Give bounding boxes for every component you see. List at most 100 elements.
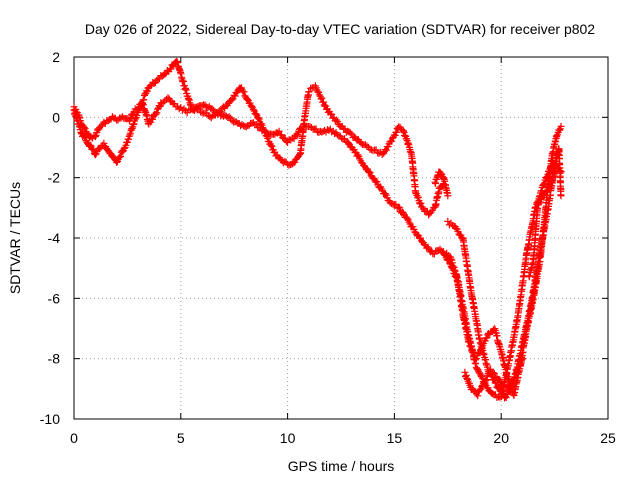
data-point bbox=[373, 178, 381, 186]
data-point bbox=[482, 377, 490, 384]
data-point bbox=[480, 380, 488, 387]
data-point bbox=[254, 114, 262, 122]
data-point bbox=[478, 373, 486, 381]
data-point bbox=[440, 248, 447, 256]
data-point bbox=[291, 158, 299, 166]
data-point bbox=[403, 215, 411, 222]
series-track-e bbox=[431, 168, 452, 200]
data-point bbox=[381, 190, 389, 198]
data-point bbox=[388, 137, 396, 145]
data-point bbox=[87, 142, 95, 150]
data-point bbox=[240, 88, 248, 96]
y-tick-label: -10 bbox=[40, 411, 60, 427]
y-tick-label: -8 bbox=[48, 351, 61, 367]
data-point bbox=[318, 94, 326, 102]
grid-lines bbox=[74, 57, 608, 419]
data-point bbox=[159, 99, 167, 106]
data-point bbox=[243, 95, 251, 103]
data-point bbox=[257, 120, 265, 128]
data-point bbox=[275, 127, 283, 135]
x-tick-label: 10 bbox=[280, 430, 296, 446]
data-point bbox=[557, 122, 565, 130]
data-point bbox=[119, 148, 127, 156]
data-point bbox=[268, 142, 276, 150]
series-track-b bbox=[70, 57, 448, 219]
data-point bbox=[228, 96, 236, 104]
data-point bbox=[393, 128, 400, 136]
data-point bbox=[252, 110, 260, 118]
data-point bbox=[217, 108, 225, 116]
data-point bbox=[153, 109, 161, 117]
data-point bbox=[534, 205, 541, 213]
data-point bbox=[120, 144, 128, 152]
y-axis-label: SDTVAR / TECUs bbox=[7, 182, 23, 294]
data-point bbox=[238, 86, 246, 94]
data-point bbox=[466, 342, 474, 350]
y-tick-label: 2 bbox=[52, 49, 60, 65]
data-point bbox=[80, 133, 88, 141]
series-track-g bbox=[444, 150, 561, 402]
data-point bbox=[143, 87, 151, 95]
data-point bbox=[553, 150, 561, 158]
data-point bbox=[366, 169, 374, 177]
data-point bbox=[365, 168, 373, 176]
data-point bbox=[117, 152, 124, 160]
data-point bbox=[140, 96, 148, 104]
series-track-c bbox=[440, 122, 565, 399]
data-point bbox=[113, 158, 121, 166]
data-point bbox=[208, 105, 216, 113]
chart-title: Day 026 of 2022, Sidereal Day-to-day VTE… bbox=[85, 21, 595, 37]
data-point bbox=[502, 394, 510, 401]
data-point bbox=[105, 148, 113, 156]
data-point bbox=[100, 139, 108, 147]
data-point bbox=[472, 356, 480, 364]
data-point bbox=[507, 383, 514, 391]
data-point bbox=[262, 129, 269, 136]
data-point bbox=[148, 115, 156, 123]
x-axis-label: GPS time / hours bbox=[288, 458, 395, 474]
data-point bbox=[262, 132, 270, 139]
data-point bbox=[535, 200, 543, 208]
data-point bbox=[483, 376, 490, 384]
data-point bbox=[281, 134, 289, 142]
x-tick-label: 25 bbox=[600, 430, 616, 446]
x-tick-label: 20 bbox=[493, 430, 509, 446]
x-tick-label: 5 bbox=[177, 430, 185, 446]
data-point bbox=[332, 116, 340, 124]
y-tick-label: -4 bbox=[48, 230, 61, 246]
data-point bbox=[86, 141, 94, 149]
data-point bbox=[474, 366, 482, 373]
data-point bbox=[556, 126, 564, 134]
data-point bbox=[115, 154, 123, 162]
data-point bbox=[444, 192, 452, 200]
data-point bbox=[306, 123, 314, 130]
data-point bbox=[320, 101, 328, 109]
y-tick-label: -6 bbox=[48, 290, 61, 306]
x-tick-label: 15 bbox=[387, 430, 403, 446]
data-point bbox=[167, 65, 175, 73]
data-point bbox=[74, 117, 82, 125]
data-point bbox=[152, 110, 160, 118]
data-point bbox=[474, 392, 482, 400]
data-point bbox=[206, 113, 214, 121]
data-point bbox=[294, 131, 302, 139]
data-point bbox=[161, 97, 169, 105]
data-point bbox=[136, 104, 144, 112]
data-point bbox=[488, 372, 496, 380]
data-point bbox=[557, 168, 565, 176]
data-point bbox=[344, 139, 352, 147]
data-point bbox=[197, 108, 205, 116]
data-point bbox=[346, 129, 354, 137]
data-point bbox=[82, 128, 90, 135]
data-point bbox=[395, 203, 403, 211]
data-point bbox=[248, 103, 256, 110]
data-point bbox=[191, 107, 198, 115]
data-marks bbox=[70, 57, 565, 402]
data-point bbox=[475, 387, 483, 395]
data-point bbox=[414, 193, 422, 201]
data-point bbox=[391, 131, 399, 139]
data-point bbox=[164, 94, 172, 102]
data-point bbox=[161, 70, 169, 78]
